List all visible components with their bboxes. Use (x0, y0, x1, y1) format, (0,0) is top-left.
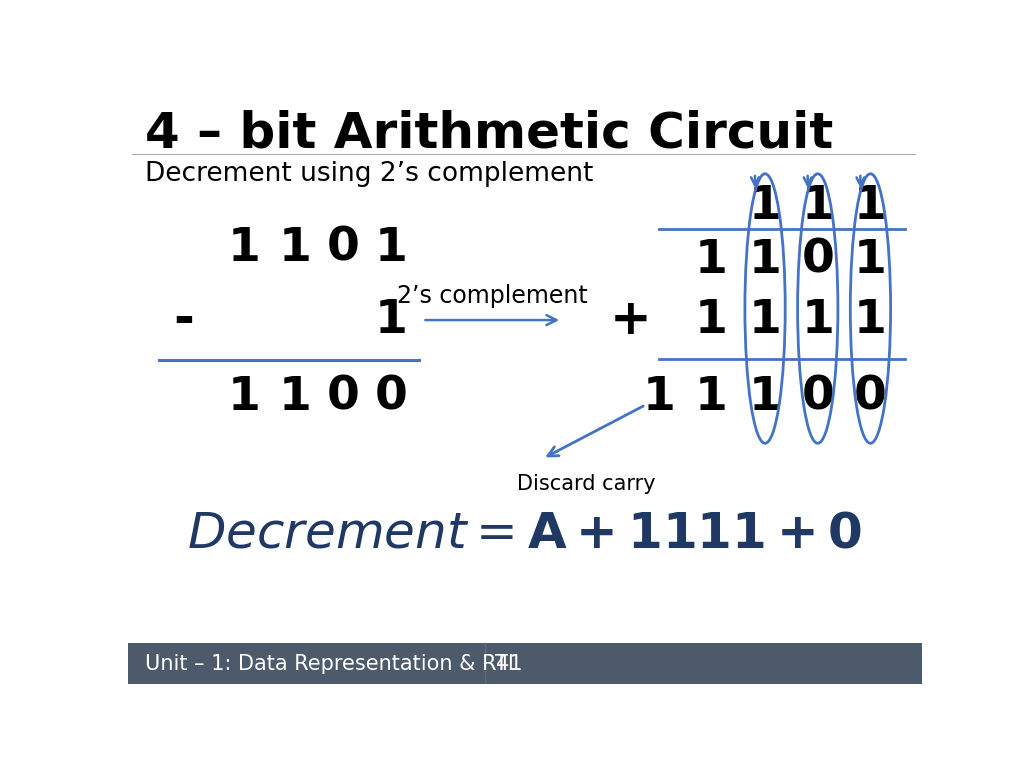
Text: +: + (609, 296, 651, 344)
Text: 1: 1 (227, 226, 261, 271)
Text: 4 – bit Arithmetic Circuit: 4 – bit Arithmetic Circuit (145, 110, 834, 158)
Text: 0: 0 (802, 375, 835, 419)
Text: 41: 41 (496, 654, 522, 674)
Text: 1: 1 (227, 375, 261, 419)
Text: 1: 1 (854, 237, 887, 283)
Text: 1: 1 (749, 237, 781, 283)
Text: 1: 1 (375, 226, 408, 271)
Text: $\mathbf{\mathit{Decrement}} = \mathbf{A + 1111 + 0}$: $\mathbf{\mathit{Decrement}} = \mathbf{A… (187, 509, 862, 558)
Text: 0: 0 (854, 375, 887, 419)
Bar (128, 644, 922, 684)
Text: 0: 0 (327, 375, 359, 419)
Text: 0: 0 (802, 237, 835, 283)
Text: Unit – 1: Data Representation & RTL: Unit – 1: Data Representation & RTL (145, 654, 519, 674)
Text: 1: 1 (279, 226, 311, 271)
Text: 1: 1 (749, 184, 781, 229)
Text: 1: 1 (749, 375, 781, 419)
Text: 2’s complement: 2’s complement (397, 283, 588, 308)
Text: 1: 1 (642, 375, 675, 419)
Text: 1: 1 (854, 184, 887, 229)
Text: Decrement using 2’s complement: Decrement using 2’s complement (145, 161, 594, 187)
Text: 1: 1 (802, 297, 835, 343)
Text: 1: 1 (854, 297, 887, 343)
Text: 1: 1 (694, 237, 727, 283)
Text: -: - (173, 296, 195, 344)
Text: 1: 1 (802, 184, 835, 229)
Text: 1: 1 (749, 297, 781, 343)
Text: 1: 1 (694, 375, 727, 419)
Text: 0: 0 (375, 375, 408, 419)
Text: 1: 1 (375, 297, 408, 343)
Text: 1: 1 (279, 375, 311, 419)
Text: 0: 0 (327, 226, 359, 271)
Text: 1: 1 (694, 297, 727, 343)
Text: Discard carry: Discard carry (517, 474, 656, 494)
